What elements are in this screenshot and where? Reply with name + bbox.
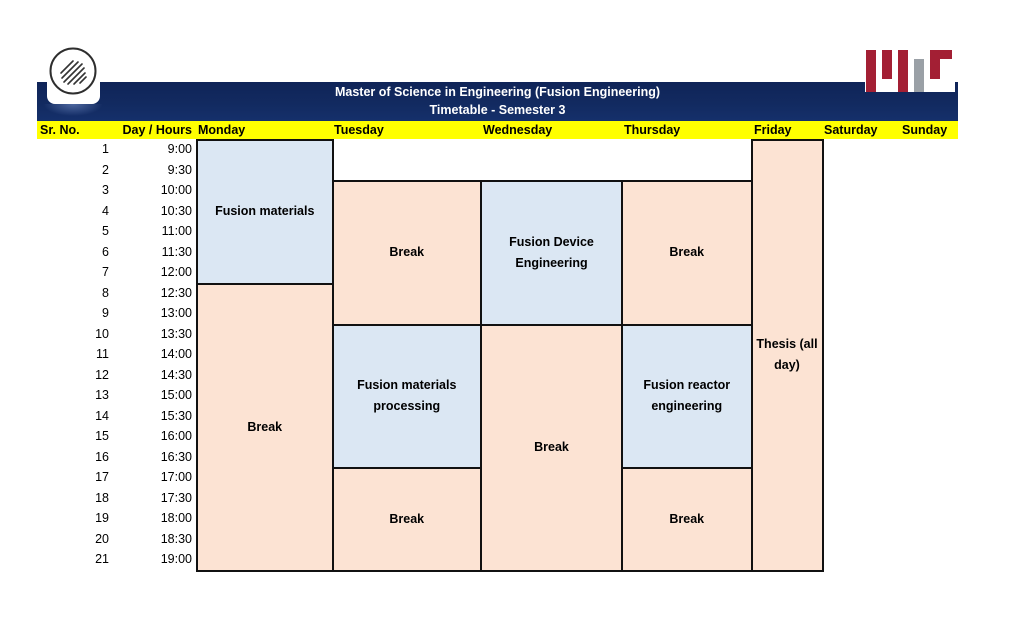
mit-logo-bar-m3 (898, 50, 908, 92)
schedule-block-label: Break (534, 440, 569, 454)
sr-number-cell: 5 (102, 224, 109, 238)
schedule-block-label: Break (389, 511, 425, 526)
schedule-block-label: Thesis (all day) (756, 337, 818, 373)
schedule-block-thursday-1330[interactable]: Fusion reactor engineering (621, 323, 753, 469)
sr-number-cell: 14 (95, 408, 109, 423)
schedule-block-label: Fusion Device Engineering (509, 234, 594, 270)
day-header-friday: Friday (754, 123, 792, 137)
sr-number-cell: 10 (95, 326, 109, 341)
time-cell: 14:30 (160, 367, 192, 382)
schedule-block-tuesday-1330[interactable]: Fusion materials processing (331, 323, 482, 469)
emblem-reflection (40, 104, 106, 120)
time-cell: 18:00 (160, 511, 192, 525)
time-cell: 18:30 (160, 531, 192, 546)
mit-logo-bar-m1 (866, 50, 876, 92)
time-cell: 10:00 (160, 183, 192, 197)
sr-number-cell: 8 (102, 285, 109, 300)
sr-number-cell: 9 (102, 306, 109, 320)
schedule-block-tuesday-1700[interactable]: Break (331, 467, 482, 572)
sr-number-cell: 17 (95, 470, 109, 484)
schedule-block-label: Break (247, 419, 283, 434)
sr-number-cell: 21 (95, 552, 109, 566)
day-header-monday: Monday (198, 123, 246, 137)
sr-number-cell: 7 (102, 265, 109, 279)
schedule-block-monday-900[interactable]: Fusion materials (196, 139, 334, 285)
day-header-thursday: Thursday (624, 123, 681, 137)
sr-number-cell: 1 (102, 142, 109, 156)
sr-no-header: Sr. No. (40, 123, 80, 137)
schedule-block-label: Fusion reactor engineering (643, 378, 731, 414)
sr-number-cell: 4 (102, 203, 109, 218)
schedule-block-monday-1230[interactable]: Break (196, 282, 334, 572)
day-header-tuesday: Tuesday (334, 123, 384, 137)
day-header-wednesday: Wednesday (483, 123, 553, 137)
day-header-saturday: Saturday (824, 123, 878, 137)
time-cell: 9:00 (167, 142, 192, 156)
schedule-block-label: Fusion materials processing (357, 378, 457, 414)
time-cell: 16:30 (160, 449, 192, 464)
sr-number-cell: 2 (102, 162, 109, 177)
time-cell: 19:00 (160, 552, 192, 566)
schedule-block-friday-900[interactable]: Thesis (all day) (750, 139, 824, 572)
time-cell: 11:30 (161, 244, 192, 259)
schedule-block-thursday-1700[interactable]: Break (621, 467, 753, 572)
schedule-block-tuesday-1000[interactable]: Break (331, 180, 482, 326)
sr-number-cell: 16 (95, 449, 109, 464)
schedule-block-wednesday-1330[interactable]: Break (480, 323, 623, 572)
sr-number-cell: 13 (95, 388, 109, 402)
sr-number-cell: 20 (95, 531, 109, 546)
schedule-block-label: Break (389, 245, 425, 260)
time-cell: 12:30 (160, 285, 192, 300)
mit-logo-bar-t-stem (930, 59, 940, 79)
time-cell: 17:00 (160, 470, 192, 484)
time-cell: 15:00 (160, 388, 192, 402)
sr-number-cell: 15 (95, 429, 109, 443)
time-cell: 17:30 (160, 490, 192, 505)
schedule-block-label: Break (669, 511, 705, 526)
mit-logo-bar-i (914, 59, 924, 92)
mit-logo (865, 45, 955, 92)
schedule-block-label: Fusion materials (215, 204, 315, 219)
time-cell: 9:30 (167, 162, 192, 177)
title-band: Master of Science in Engineering (Fusion… (37, 82, 958, 121)
time-cell: 13:00 (160, 306, 192, 320)
time-cell: 11:00 (161, 224, 192, 238)
sr-number-cell: 3 (102, 183, 109, 197)
time-cell: 12:00 (160, 265, 192, 279)
time-cell: 10:30 (160, 203, 192, 218)
day-header-sunday: Sunday (902, 123, 948, 137)
hatched-circle-logo-icon (48, 46, 98, 96)
day-header-row: Sr. No. Day / Hours Monday Tuesday Wedne… (37, 121, 958, 139)
time-cell: 15:30 (160, 408, 192, 423)
day-hours-header: Day / Hours (122, 123, 192, 137)
page-title: Master of Science in Engineering (Fusion… (334, 85, 661, 99)
page-subtitle: Timetable - Semester 3 (429, 103, 566, 117)
time-cell: 16:00 (160, 429, 192, 443)
time-cell: 13:30 (160, 326, 192, 341)
sr-number-cell: 12 (95, 367, 109, 382)
mit-logo-bar-t-top (930, 50, 952, 59)
sr-number-cell: 6 (102, 244, 109, 259)
sr-number-cell: 19 (95, 511, 109, 525)
schedule-block-wednesday-1000[interactable]: Fusion Device Engineering (480, 180, 623, 326)
time-cell: 14:00 (160, 347, 192, 361)
schedule-block-thursday-1000[interactable]: Break (621, 180, 753, 326)
sr-number-cell: 18 (95, 490, 109, 505)
sr-number-cell: 11 (96, 347, 109, 361)
mit-logo-bar-m2 (882, 50, 892, 79)
schedule-block-label: Break (669, 245, 705, 260)
